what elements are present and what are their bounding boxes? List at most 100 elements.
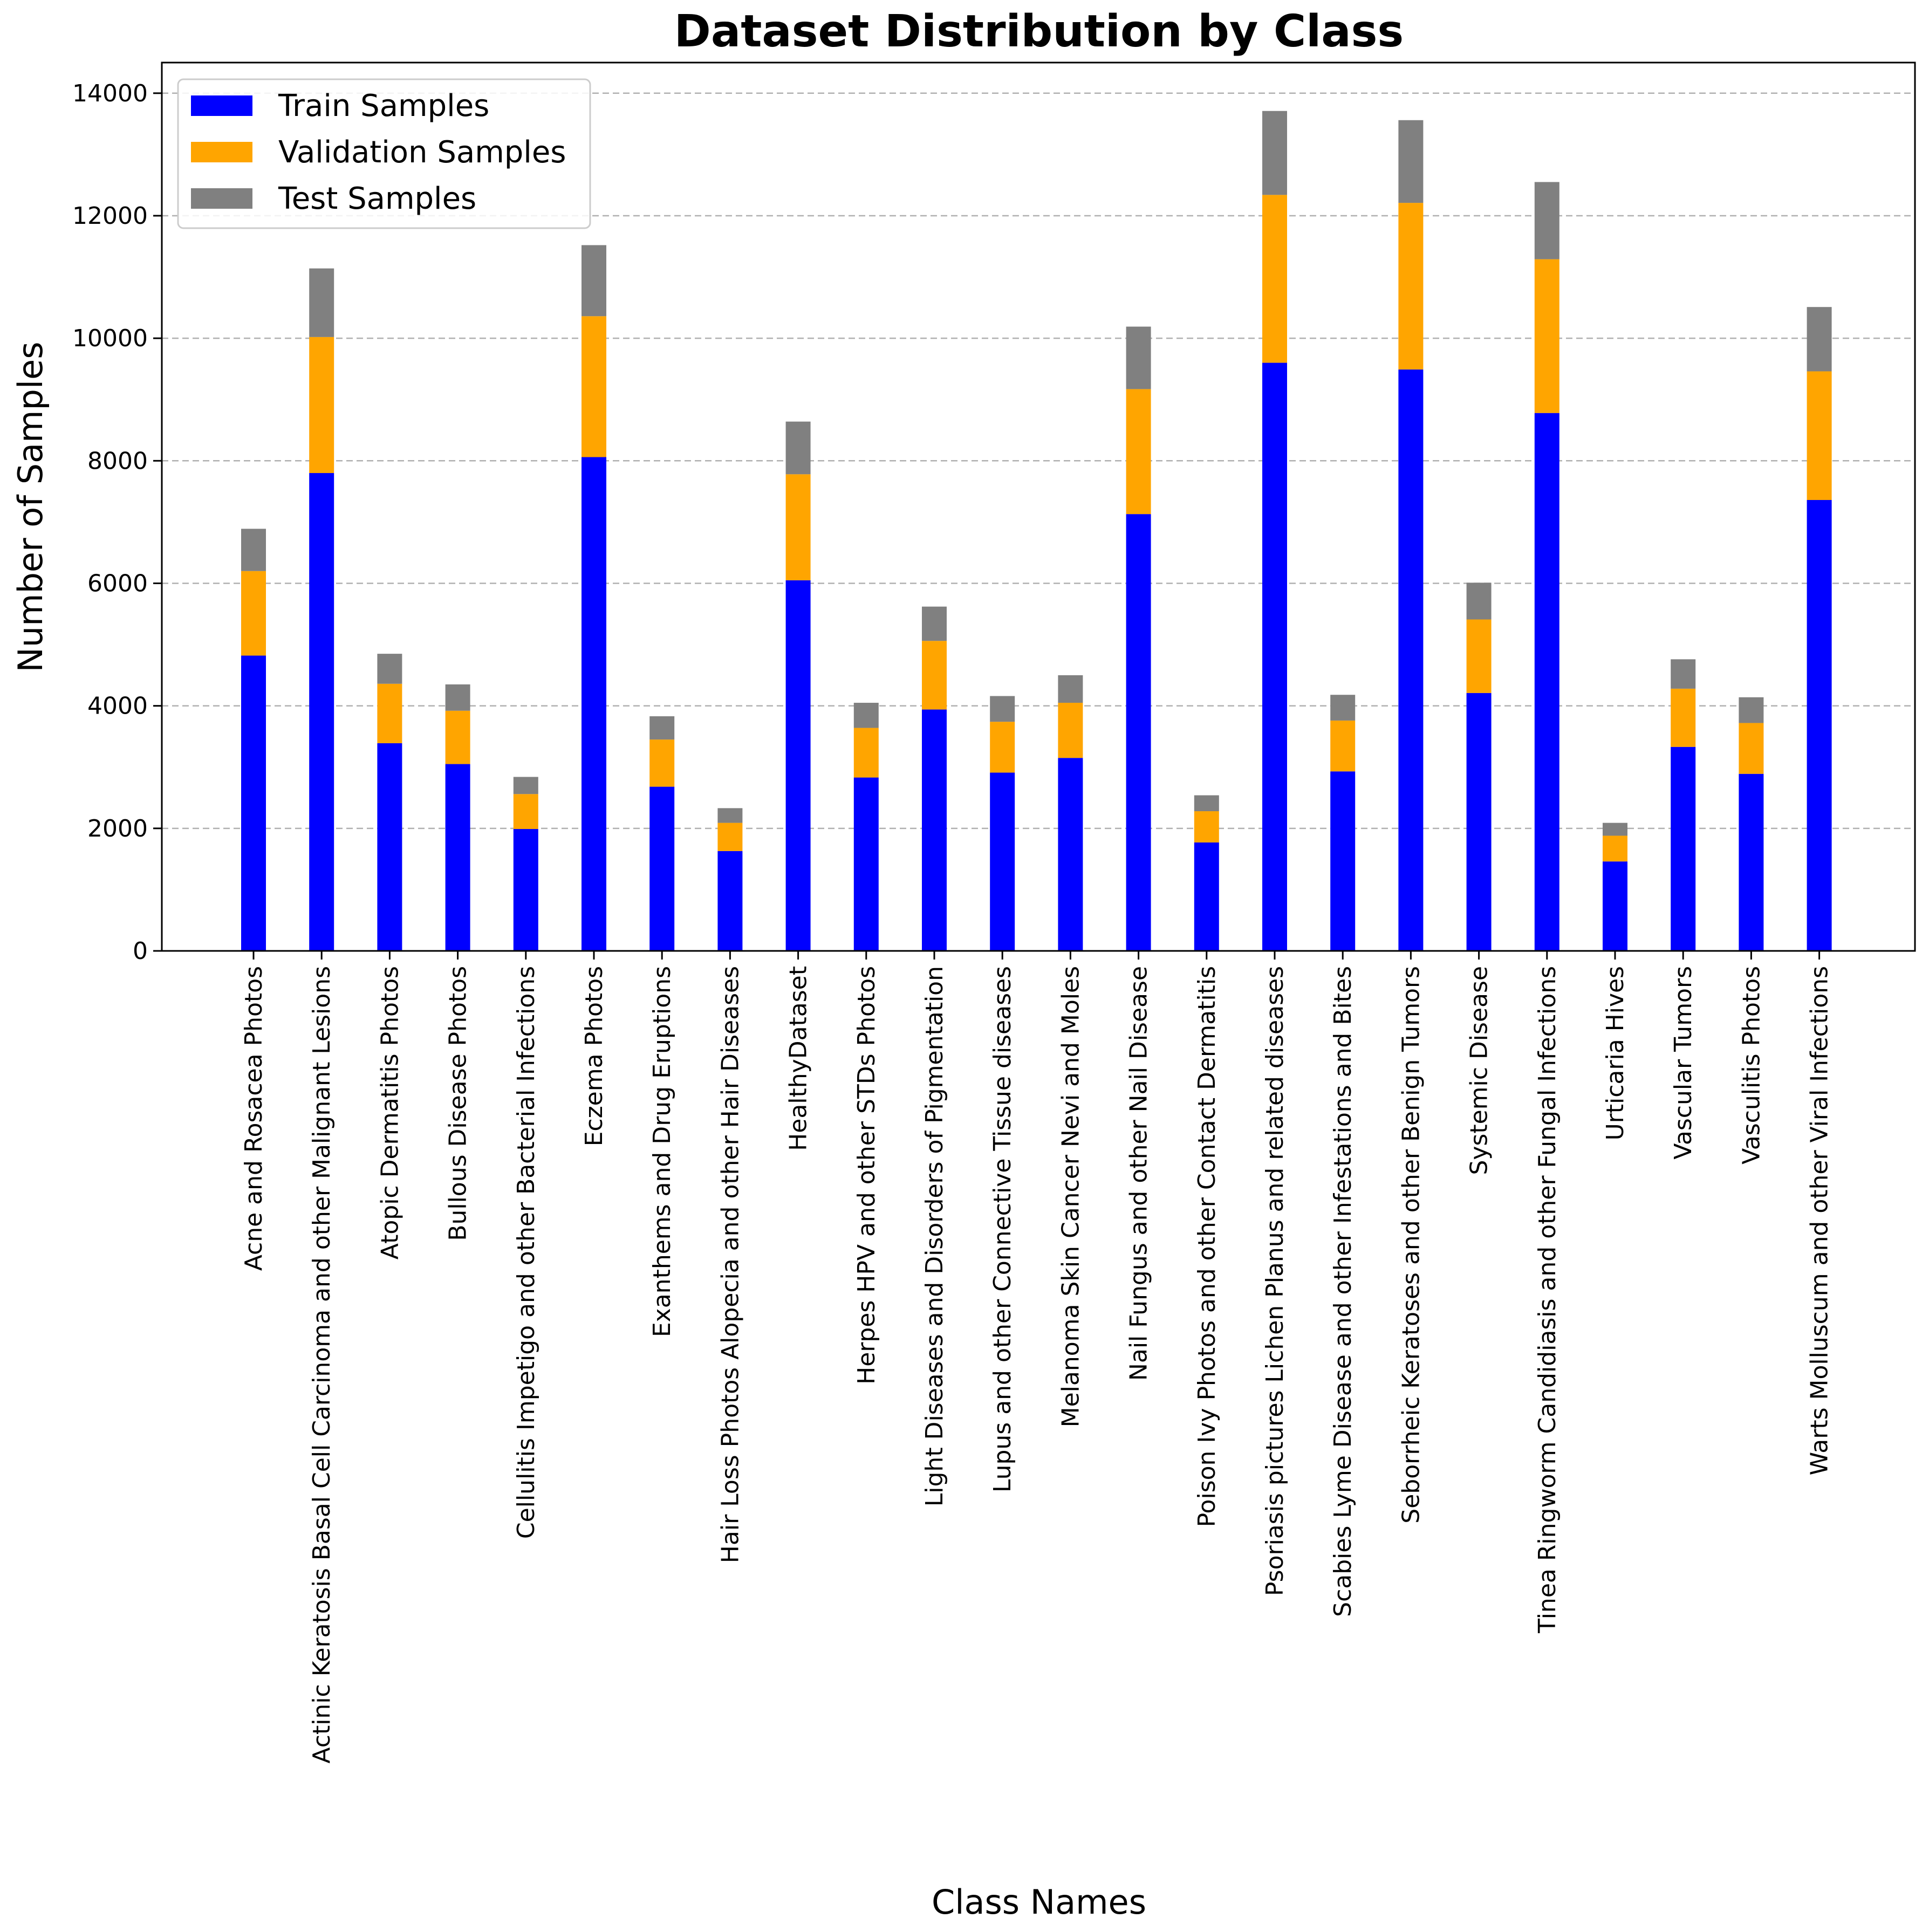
bar-train-samples (1126, 514, 1151, 951)
bar-validation-samples (1466, 619, 1492, 693)
bar-test-samples (1603, 823, 1627, 836)
bar-test-samples (1262, 111, 1287, 195)
y-tick-label: 4000 (87, 693, 148, 720)
x-tick-label: Warts Molluscum and other Viral Infectio… (1806, 966, 1834, 1475)
bar-train-samples (853, 777, 879, 951)
bar-test-samples (241, 529, 266, 571)
bar-train-samples (785, 580, 811, 951)
bar-train-samples (1671, 746, 1696, 951)
chart-title: Dataset Distribution by Class (674, 6, 1404, 57)
bar-validation-samples (513, 794, 538, 829)
y-tick-label: 0 (133, 937, 148, 965)
x-tick-label: HealthyDataset (785, 966, 812, 1151)
bar-test-samples (1807, 307, 1832, 372)
x-tick-label: Acne and Rosacea Photos (240, 966, 268, 1271)
y-tick-label: 2000 (87, 815, 148, 842)
bar-train-samples (1534, 413, 1559, 951)
bar-test-samples (1739, 697, 1764, 723)
bar-train-samples (922, 709, 947, 951)
x-tick-label: Melanoma Skin Cancer Nevi and Moles (1057, 966, 1084, 1427)
bar-train-samples (1603, 861, 1627, 951)
x-tick-label: Scabies Lyme Disease and other Infestati… (1329, 966, 1357, 1617)
bar-test-samples (1126, 326, 1151, 389)
bar-train-samples (1194, 842, 1219, 951)
bar-validation-samples (1398, 203, 1424, 370)
bar-test-samples (853, 702, 879, 728)
x-tick-label: Systemic Disease (1466, 966, 1493, 1175)
bar-train-samples (1807, 500, 1832, 951)
bar-validation-samples (582, 316, 606, 457)
bar-validation-samples (1194, 811, 1219, 842)
bar-validation-samples (922, 641, 947, 710)
bar-test-samples (445, 684, 470, 711)
bar-test-samples (582, 245, 606, 317)
legend-label: Train Samples (278, 88, 489, 124)
bars (241, 111, 1832, 951)
x-tick-label: Psoriasis pictures Lichen Planus and rel… (1261, 966, 1289, 1596)
y-tick-label: 12000 (72, 202, 148, 230)
bar-test-samples (1194, 795, 1219, 812)
bar-train-samples (513, 828, 538, 951)
bar-validation-samples (785, 474, 811, 580)
bar-test-samples (1466, 583, 1492, 620)
bar-validation-samples (853, 728, 879, 778)
bar-validation-samples (1126, 389, 1151, 515)
legend-label: Test Samples (278, 181, 476, 216)
y-tick-label: 8000 (87, 447, 148, 475)
x-axis-ticks: Acne and Rosacea Photos Actinic Keratosis… (240, 951, 1834, 1764)
x-tick-label: Vascular Tumors (1670, 966, 1697, 1160)
bar-validation-samples (1807, 371, 1832, 501)
bar-train-samples (241, 655, 266, 951)
x-tick-label: Eczema Photos (580, 966, 608, 1146)
bar-test-samples (1330, 695, 1356, 721)
x-tick-label: Exanthems and Drug Eruptions (648, 966, 676, 1337)
bar-test-samples (922, 606, 947, 641)
x-tick-label: Vasculitis Photos (1738, 966, 1765, 1164)
legend: Train Samples Validation Samples Test Samp… (177, 78, 591, 229)
bar-validation-samples (377, 683, 402, 743)
bar-validation-samples (445, 710, 470, 764)
bar-train-samples (1262, 362, 1287, 951)
bar-validation-samples (1671, 688, 1696, 747)
bar-test-samples (377, 654, 402, 684)
bar-test-samples (649, 716, 675, 740)
y-tick-label: 14000 (72, 80, 148, 107)
bar-test-samples (1671, 659, 1696, 689)
legend-frame (177, 78, 591, 229)
bar-validation-samples (1330, 720, 1356, 772)
bar-test-samples (1398, 120, 1424, 203)
bar-test-samples (990, 696, 1015, 722)
legend-swatch (191, 142, 252, 162)
bar-validation-samples (1058, 702, 1083, 758)
x-tick-label: Tinea Ringworm Candidiasis and other Fun… (1534, 966, 1561, 1634)
bar-test-samples (1058, 675, 1083, 703)
bar-train-samples (1330, 771, 1356, 951)
x-tick-label: Herpes HPV and other STDs Photos (853, 966, 880, 1385)
bar-train-samples (445, 764, 470, 951)
bar-train-samples (377, 743, 402, 951)
bar-test-samples (513, 777, 538, 794)
legend-label: Validation Samples (278, 135, 566, 170)
x-tick-label: Cellulitis Impetigo and other Bacterial … (512, 966, 540, 1539)
bar-train-samples (1058, 758, 1083, 951)
x-tick-label: Light Diseases and Disorders of Pigmenta… (921, 966, 948, 1506)
x-tick-label: Bullous Disease Photos (444, 966, 472, 1241)
x-tick-label: Urticaria Hives (1602, 966, 1629, 1141)
bar-train-samples (1398, 369, 1424, 951)
bar-validation-samples (1739, 723, 1764, 774)
bar-validation-samples (1262, 195, 1287, 363)
bar-test-samples (785, 421, 811, 475)
bar-test-samples (309, 268, 334, 337)
bar-validation-samples (649, 739, 675, 787)
bar-train-samples (1739, 773, 1764, 951)
bar-validation-samples (309, 337, 334, 474)
x-tick-label: Actinic Keratosis Basal Cell Carcinoma a… (308, 966, 336, 1764)
bar-test-samples (717, 808, 743, 823)
bar-train-samples (990, 772, 1015, 951)
x-axis-label: Class Names (932, 1882, 1146, 1922)
bar-validation-samples (1534, 259, 1559, 413)
bar-validation-samples (717, 823, 743, 851)
bar-validation-samples (1603, 835, 1627, 862)
